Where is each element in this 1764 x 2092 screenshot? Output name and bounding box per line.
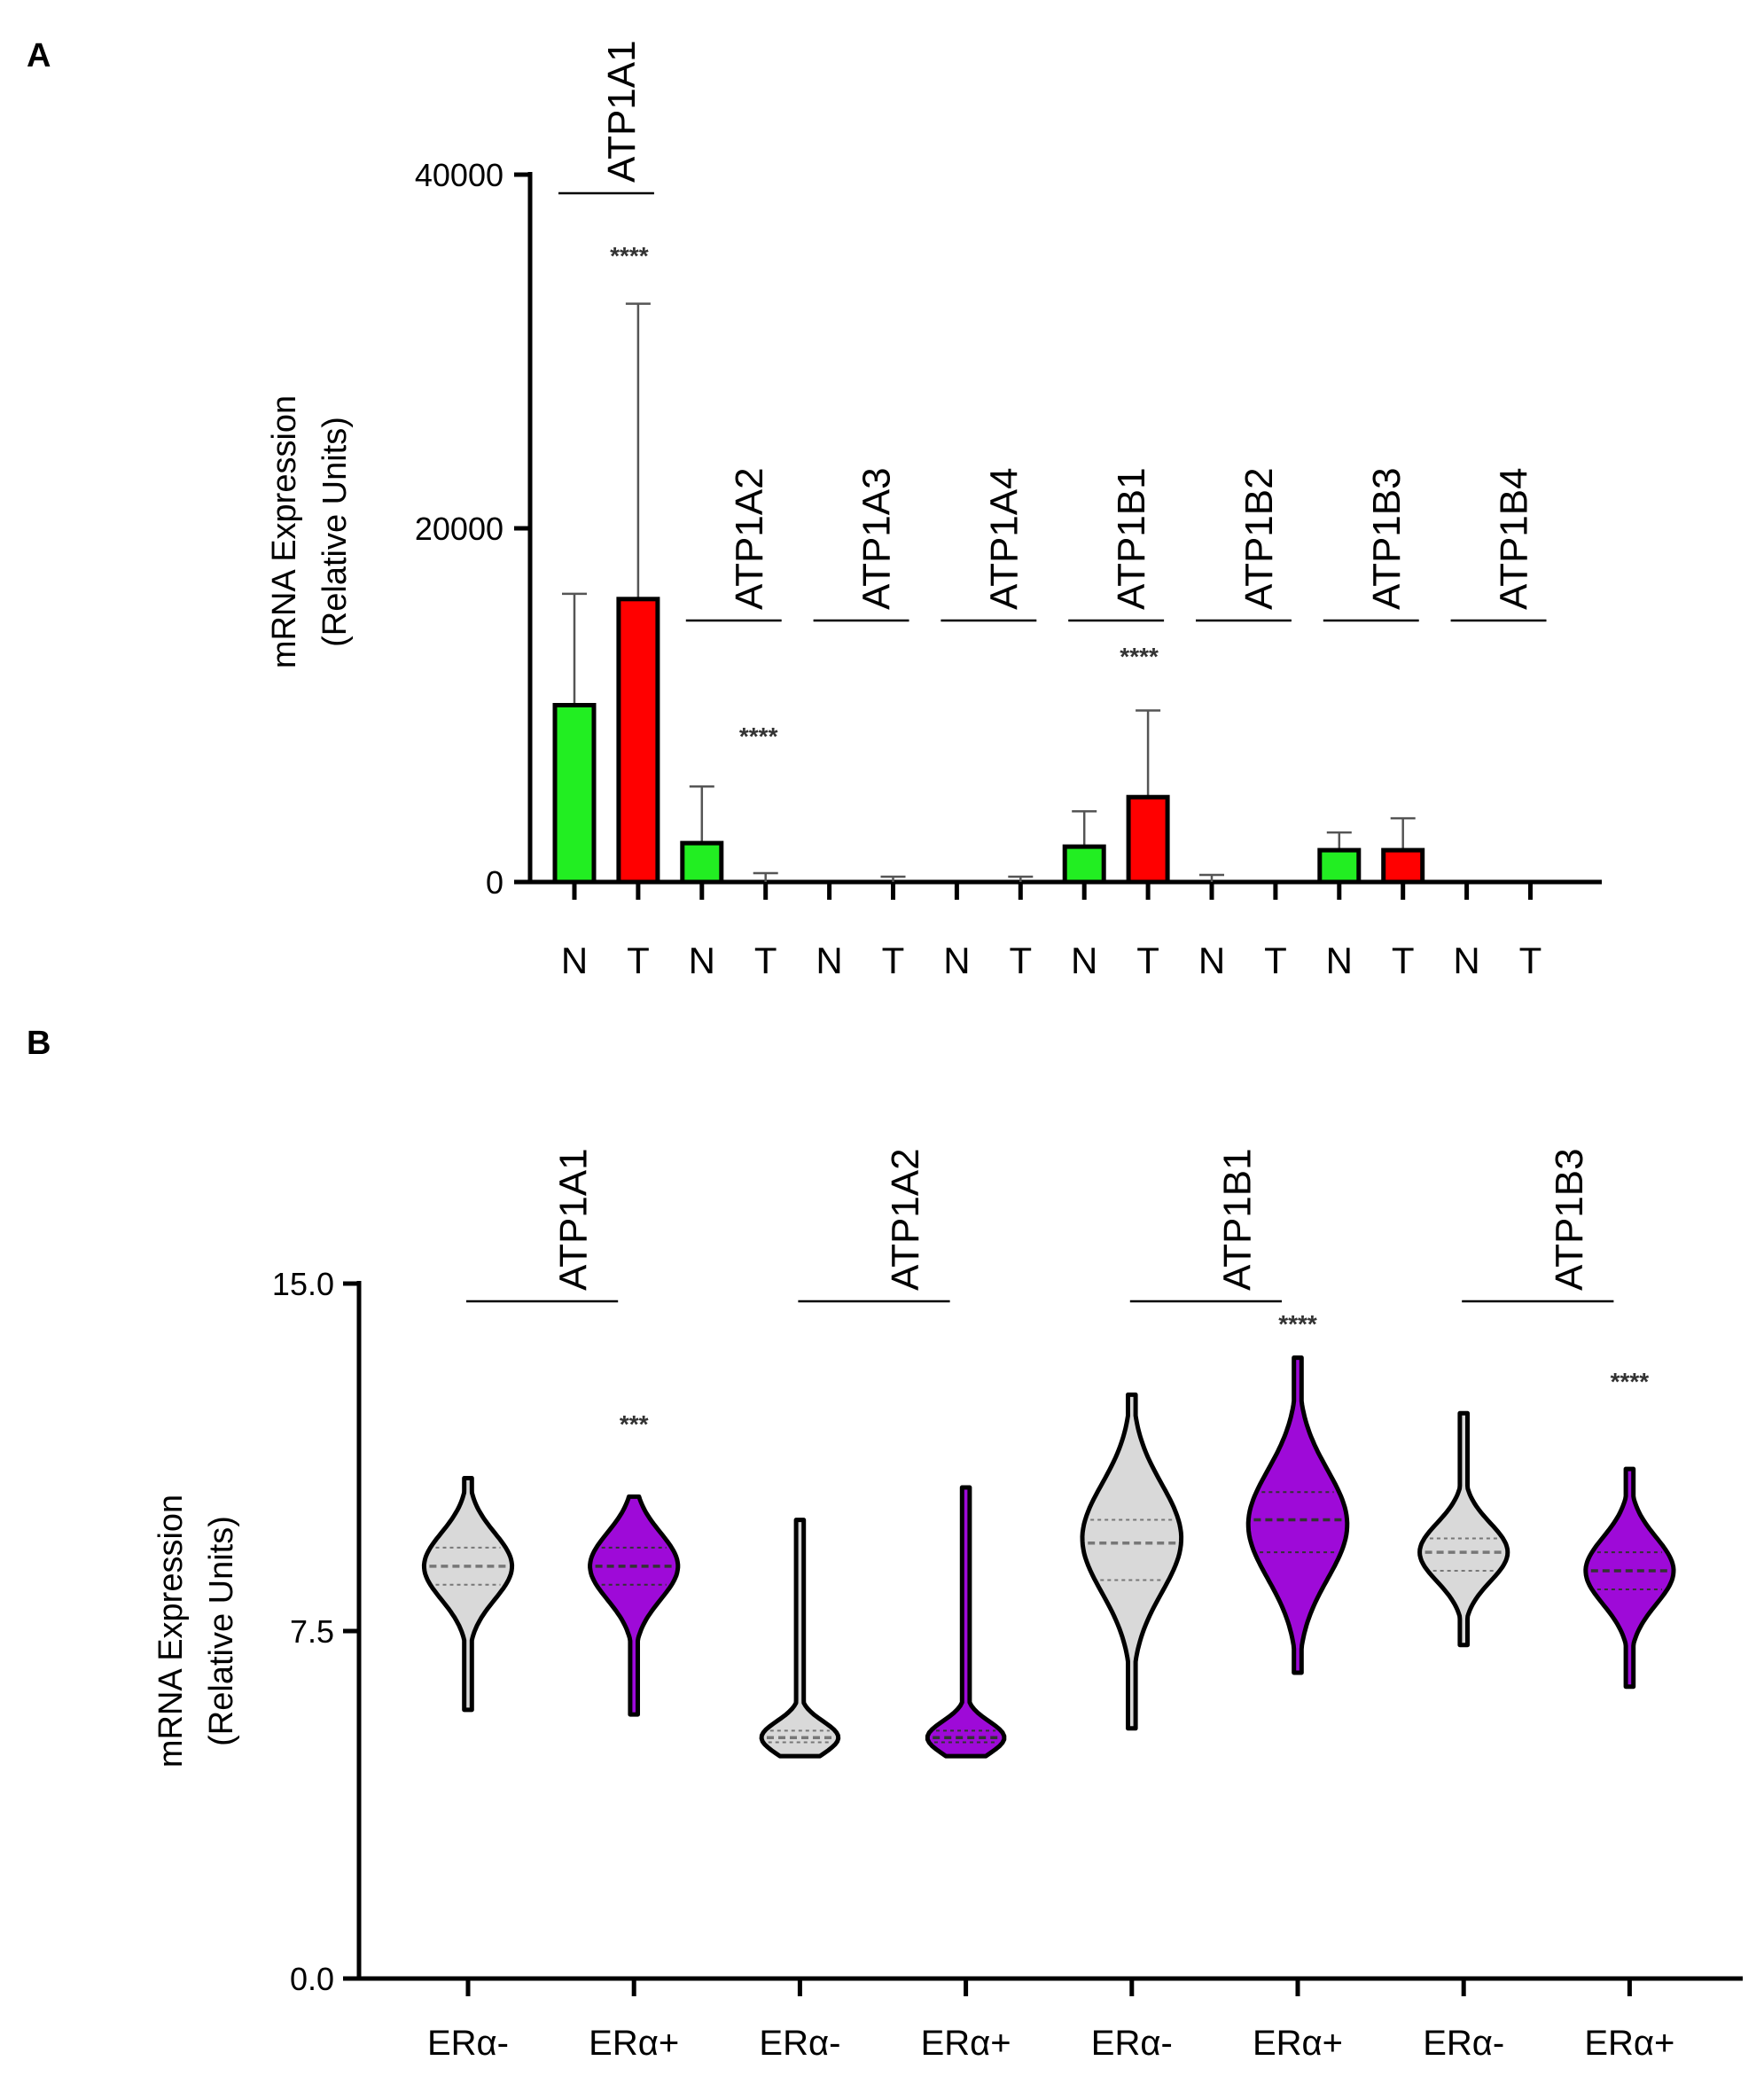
x-tick-label: ERα- bbox=[759, 2024, 840, 2063]
y-tick-label: 0.0 bbox=[290, 1961, 334, 1997]
x-tick-label: T bbox=[1264, 940, 1287, 981]
bar-normal bbox=[552, 703, 597, 885]
y-axis-title-line1: mRNA Expression bbox=[266, 395, 303, 668]
panel-a-label: A bbox=[27, 37, 51, 74]
x-tick-label: T bbox=[754, 940, 777, 981]
bar-tumor bbox=[616, 597, 660, 885]
y-axis-title-line1: mRNA Expression bbox=[152, 1495, 190, 1768]
violin-er-positive bbox=[1583, 1466, 1676, 1690]
x-tick-label: N bbox=[1198, 940, 1225, 981]
significance-stars: **** bbox=[739, 722, 778, 750]
gene-label: ATP1B3 bbox=[1365, 467, 1409, 610]
x-tick-label: T bbox=[1519, 940, 1542, 981]
gene-label: ATP1B1 bbox=[1110, 467, 1153, 610]
y-tick-label: 7.5 bbox=[290, 1613, 334, 1650]
gene-label: ATP1B4 bbox=[1493, 467, 1536, 610]
significance-stars: *** bbox=[620, 1410, 649, 1438]
x-tick-label: ERα- bbox=[1091, 2024, 1173, 2063]
gene-label: ATP1A2 bbox=[884, 1148, 927, 1291]
x-tick-label: N bbox=[1071, 940, 1097, 981]
y-tick-label: 0 bbox=[486, 864, 503, 901]
violin-er-positive bbox=[1245, 1355, 1350, 1675]
violin-er-positive bbox=[588, 1494, 681, 1717]
gene-label: ATP1A1 bbox=[552, 1148, 596, 1291]
x-tick-label: T bbox=[1009, 940, 1032, 981]
x-tick-label: N bbox=[561, 940, 588, 981]
x-tick-label: N bbox=[943, 940, 970, 981]
significance-stars: **** bbox=[1278, 1310, 1317, 1338]
x-tick-label: T bbox=[1136, 940, 1159, 981]
violin-er-negative bbox=[1417, 1410, 1510, 1648]
significance-stars: **** bbox=[1611, 1368, 1650, 1395]
violin-er-negative bbox=[1080, 1392, 1184, 1731]
x-tick-label: T bbox=[1392, 940, 1415, 981]
x-tick-label: T bbox=[882, 940, 905, 981]
panel-b-label: B bbox=[27, 1025, 51, 1062]
gene-label: ATP1A4 bbox=[982, 467, 1026, 610]
x-tick-label: N bbox=[1453, 940, 1479, 981]
violin-er-negative bbox=[759, 1518, 841, 1759]
x-tick-label: ERα+ bbox=[1253, 2024, 1343, 2063]
significance-stars: **** bbox=[1120, 643, 1159, 670]
violin-er-negative bbox=[421, 1476, 515, 1713]
significance-stars: **** bbox=[610, 242, 649, 269]
gene-label: ATP1A2 bbox=[728, 467, 771, 610]
x-tick-label: N bbox=[1326, 940, 1353, 981]
bar-tumor bbox=[1126, 794, 1170, 885]
violin-er-positive bbox=[925, 1485, 1007, 1759]
gene-label: ATP1B3 bbox=[1548, 1148, 1591, 1291]
x-tick-label: T bbox=[627, 940, 650, 981]
y-tick-label: 40000 bbox=[415, 157, 503, 193]
bar-chart-panel-a: mRNA Expression (Relative Units) 0 20000 4… bbox=[266, 40, 1602, 981]
gene-label: ATP1A3 bbox=[855, 467, 899, 610]
bar-tumor bbox=[1381, 847, 1425, 885]
bar-normal bbox=[1062, 844, 1106, 885]
x-tick-label: ERα- bbox=[1423, 2024, 1504, 2063]
bar-normal bbox=[680, 840, 724, 885]
y-axis-title-line2: (Relative Units) bbox=[316, 417, 354, 647]
gene-label: ATP1B1 bbox=[1215, 1148, 1259, 1291]
x-tick-label: N bbox=[689, 940, 715, 981]
y-axis-title-line2: (Relative Units) bbox=[203, 1516, 240, 1746]
bar-normal bbox=[1317, 847, 1362, 885]
x-tick-label: ERα- bbox=[427, 2024, 509, 2063]
x-tick-label: N bbox=[816, 940, 842, 981]
x-tick-label: ERα+ bbox=[921, 2024, 1011, 2063]
gene-label: ATP1B2 bbox=[1237, 467, 1281, 610]
x-tick-label: ERα+ bbox=[589, 2024, 679, 2063]
y-tick-label: 20000 bbox=[415, 511, 503, 547]
violin-chart-panel-b: mRNA Expression (Relative Units) 0.0 7.5 1… bbox=[152, 1148, 1743, 2063]
y-tick-label: 15.0 bbox=[272, 1266, 334, 1302]
x-tick-label: ERα+ bbox=[1584, 2024, 1674, 2063]
gene-label: ATP1A1 bbox=[600, 40, 644, 183]
